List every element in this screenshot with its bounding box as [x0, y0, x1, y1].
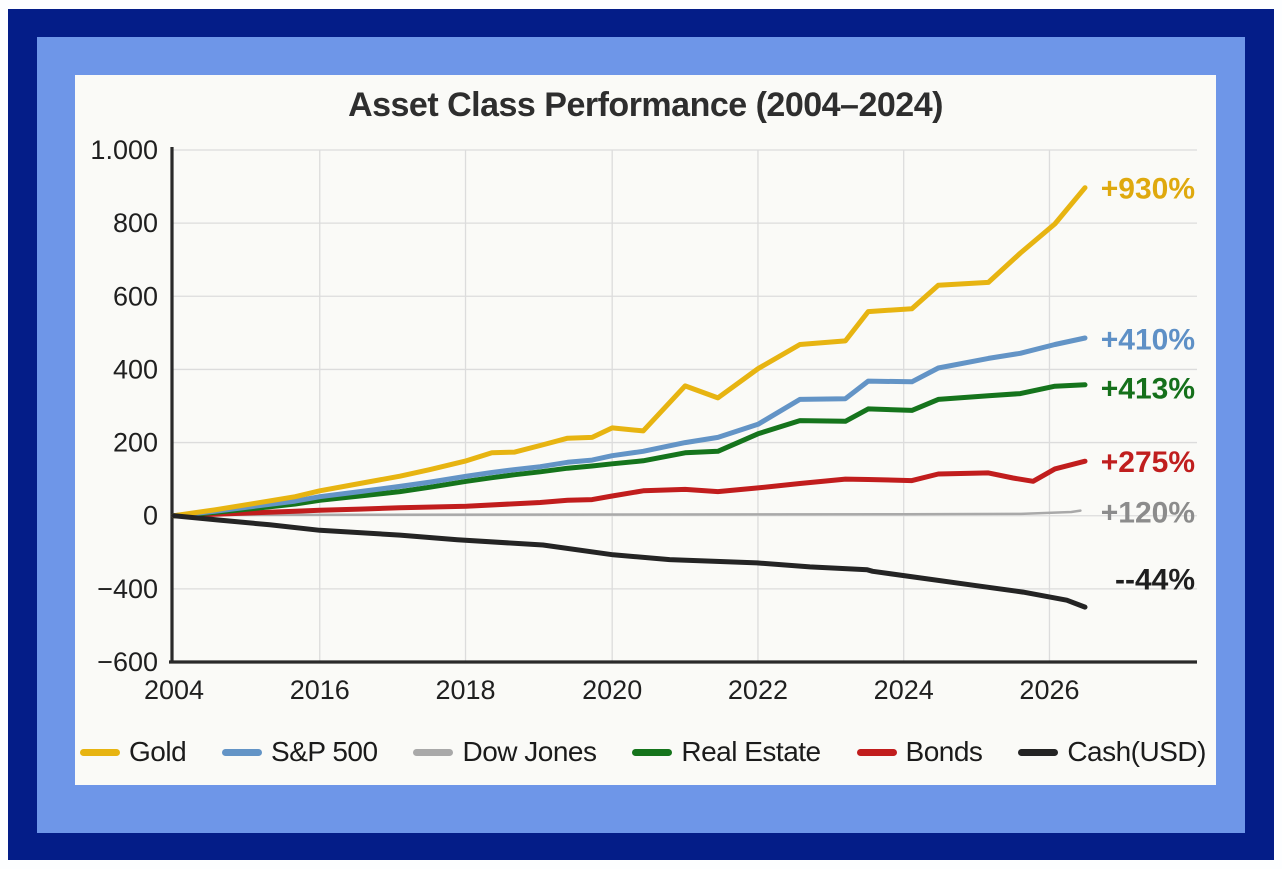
legend-item-bonds: Bonds [856, 736, 983, 768]
y-axis-tick-label: 200 [113, 428, 158, 458]
series-end-label: +120% [1101, 496, 1195, 529]
series-line-s-p-500 [171, 335, 1088, 519]
legend-label: Real Estate [681, 736, 821, 767]
x-axis-tick-label: 2026 [1019, 675, 1079, 705]
y-axis-tick-label: 800 [113, 208, 158, 238]
legend-color-swatch [222, 748, 263, 756]
y-axis-tick-label: 1.000 [90, 135, 158, 165]
chart-title: Asset Class Performance (2004–2024) [348, 86, 943, 124]
y-axis-tick-label: −400 [97, 574, 158, 604]
series-end-label: +410% [1101, 324, 1195, 357]
series-line-gold [171, 185, 1088, 519]
series-line-bonds [171, 458, 1088, 519]
x-axis-tick-label: 2016 [290, 675, 350, 705]
series-line-real-estate [171, 382, 1088, 519]
x-axis-tick-label: 2022 [728, 675, 788, 705]
x-axis-tick-label: 2004 [144, 675, 204, 705]
legend-item-dow-jones: Dow Jones [413, 736, 597, 768]
y-axis-tick-label: −600 [97, 647, 158, 677]
series-line-dow-jones [172, 509, 1082, 517]
series-end-label: +930% [1101, 173, 1195, 206]
legend-label: Bonds [905, 736, 983, 767]
series-end-label: +413% [1101, 373, 1195, 406]
series-end-label: +275% [1101, 446, 1195, 479]
legend-item-cash-usd-: Cash(USD) [1018, 736, 1206, 768]
legend-label: Dow Jones [462, 736, 597, 767]
y-axis-tick-label: 0 [143, 501, 158, 531]
x-axis-tick-label: 2024 [874, 675, 934, 705]
legend-color-swatch [413, 748, 454, 756]
series-end-label: --44% [1115, 564, 1195, 597]
legend-color-swatch [632, 748, 673, 756]
legend-item-s-p-500: S&P 500 [222, 736, 378, 768]
legend-item-real-estate: Real Estate [632, 736, 821, 768]
legend-label: S&P 500 [271, 736, 378, 767]
legend-color-swatch [80, 748, 120, 756]
chart-legend: Gold S&P 500 Dow Jones Real Estate Bonds Cash… [80, 736, 1206, 768]
series-line-cash-usd- [171, 513, 1088, 610]
x-axis-tick-label: 2020 [582, 675, 642, 705]
x-axis-tick-label: 2018 [435, 675, 495, 705]
legend-label: Cash(USD) [1067, 736, 1206, 767]
y-axis-tick-label: 600 [113, 281, 158, 311]
legend-color-swatch [1018, 748, 1059, 756]
legend-label: Gold [129, 736, 187, 767]
legend-color-swatch [856, 748, 897, 756]
y-axis-tick-label: 400 [113, 354, 158, 384]
legend-item-gold: Gold [80, 736, 187, 768]
